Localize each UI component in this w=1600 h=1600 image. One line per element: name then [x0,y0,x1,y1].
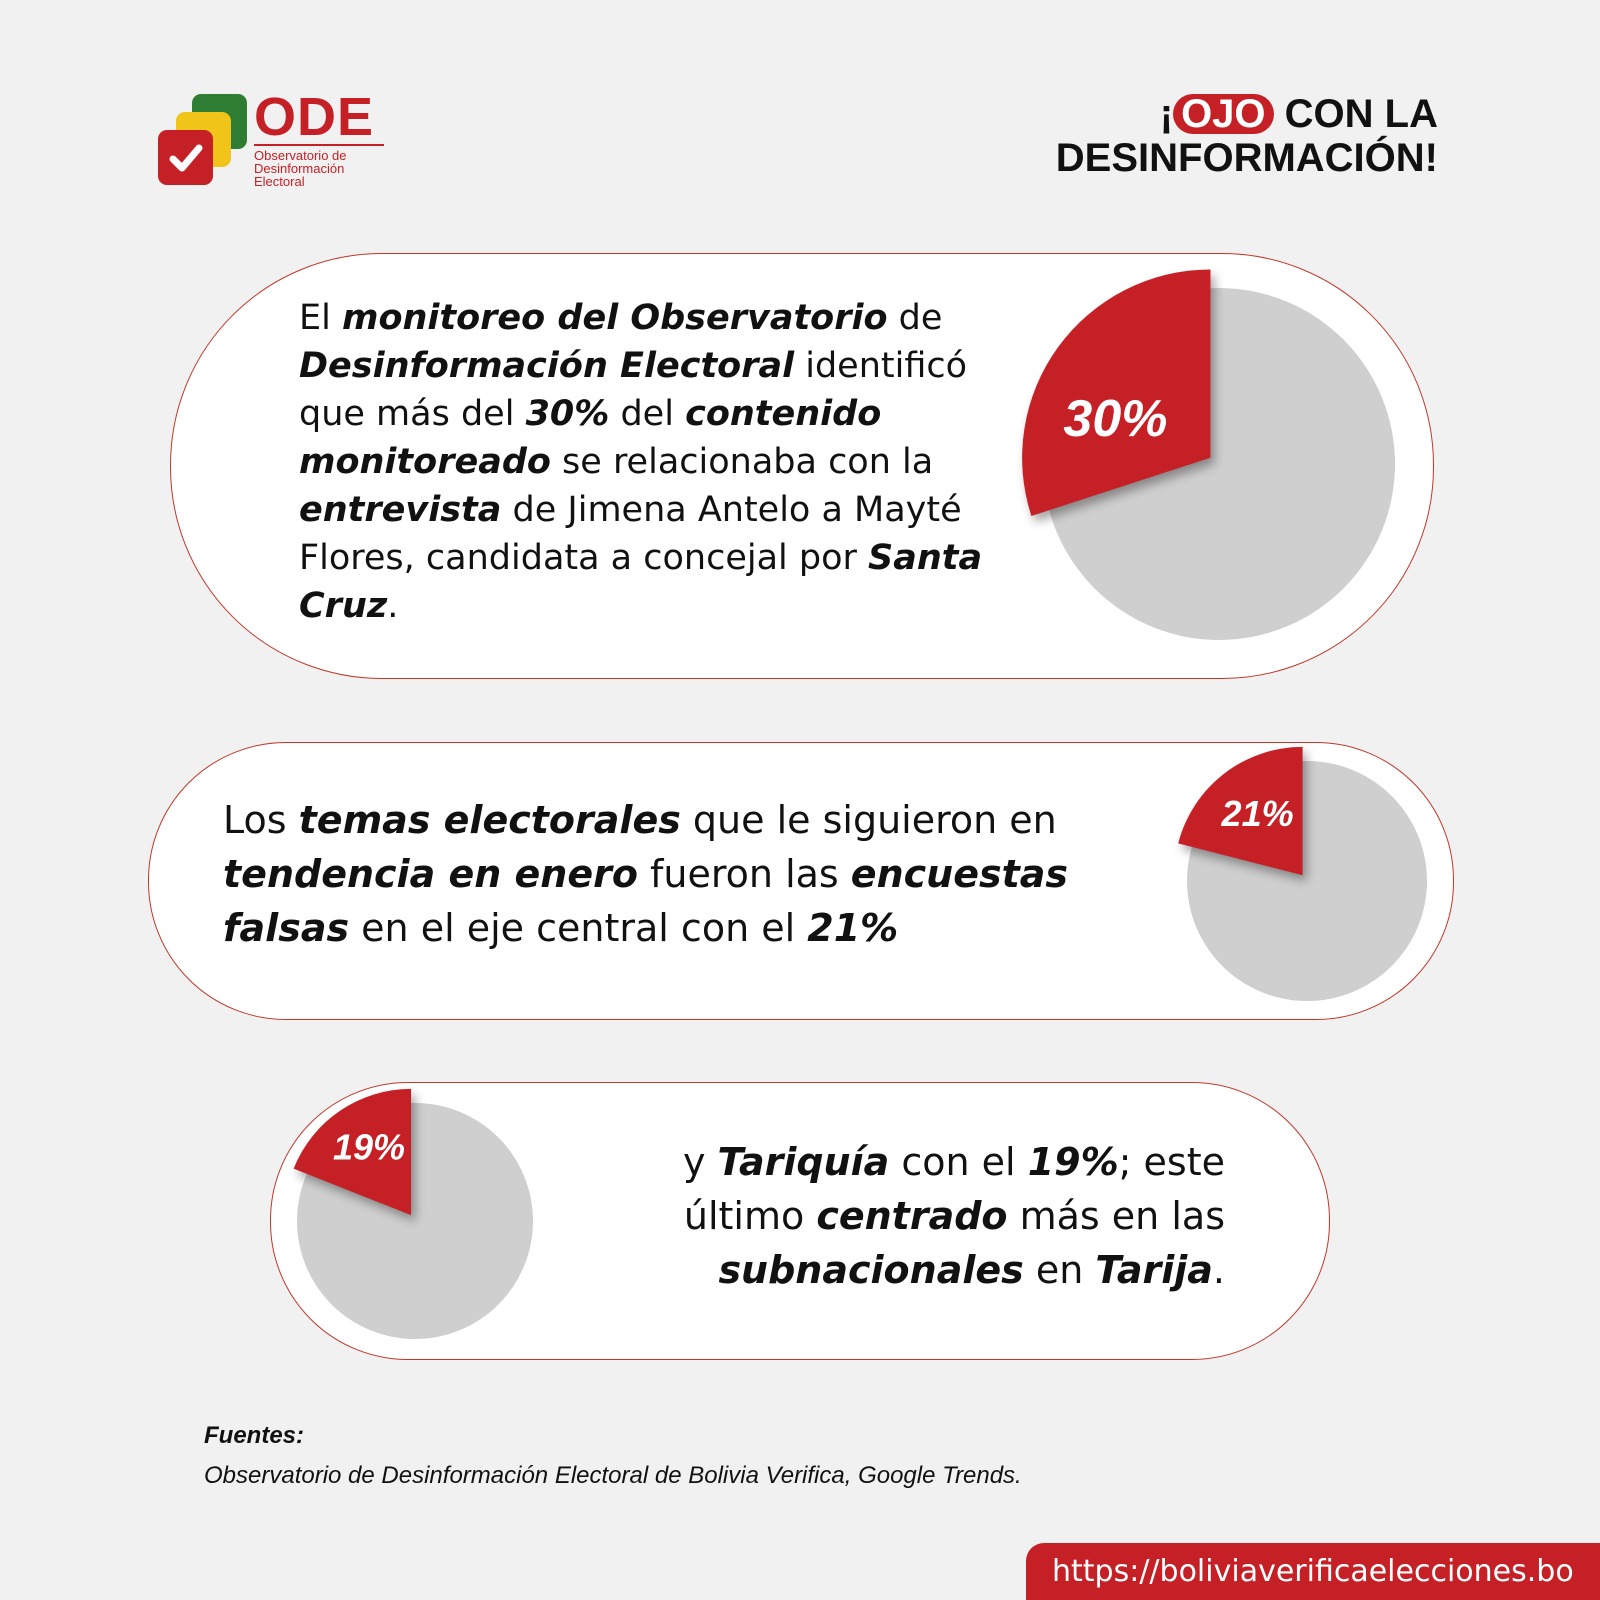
headline: ¡ OJO CON LA DESINFORMACIÓN! [1056,92,1438,180]
body-text: fueron las [637,852,851,896]
pie-slice-highlight [1022,269,1211,516]
emphasis-text: centrado [816,1194,1008,1238]
pie-chart-2: 21% [1178,746,1427,1001]
body-text: del [609,394,686,434]
body-text: de Jimena Antelo a Mayté Flores, candida… [299,490,962,578]
emphasis-text: temas electorales [298,798,681,842]
body-text: con el [889,1140,1028,1184]
emphasis-text: monitoreo del Observatorio [341,298,888,338]
pie-data-label: 19% [333,1127,405,1168]
logo-name: ODE [254,87,375,147]
emphasis-text: Santa Cruz [299,538,983,626]
card-2-text: Los temas electorales que le siguieron e… [223,793,1173,955]
headline-line1: ¡ OJO CON LA [1056,92,1438,136]
card-1-text: El monitoreo del Observatorio de Desinfo… [299,294,1019,630]
checkmark-icon [169,144,203,172]
body-text: se relacionaba con la [550,442,934,482]
stat-card-1: El monitoreo del Observatorio de Desinfo… [170,253,1434,679]
pie-chart-3: 19% [293,1088,533,1339]
logo-subtitle: Observatorio de Desinformación Electoral [254,144,384,188]
body-text: en [1023,1248,1096,1292]
emphasis-text: tendencia en enero [223,852,638,896]
emphasis-text: Tariquía [717,1140,890,1184]
logo-red-square [158,130,213,185]
headline-highlight: OJO [1173,94,1274,134]
emphasis-text: Tarija [1095,1248,1213,1292]
body-text: ; este último [683,1140,1225,1238]
headline-line2: DESINFORMACIÓN! [1055,136,1438,180]
stat-card-2: Los temas electorales que le siguieron e… [148,742,1454,1020]
body-text: . [1212,1248,1225,1292]
emphasis-text: 19% [1027,1140,1119,1184]
emphasis-text: entrevista [299,490,502,530]
headline-prefix: ¡ [1159,92,1174,136]
body-text: más en las [1007,1194,1225,1238]
ode-logo: ODE Observatorio de Desinformación Elect… [158,87,388,192]
body-text: . [387,586,399,626]
emphasis-text: 30% [525,394,610,434]
emphasis-text: encuestas falsas [223,852,1069,950]
pie-chart-1: 30% [1022,269,1395,640]
pie-data-label: 30% [1063,390,1167,448]
pie-slice-highlight [293,1088,412,1216]
pie-data-label: 21% [1221,793,1294,834]
stat-card-3: 19% y Tariquía con el 19%; este último c… [270,1082,1330,1360]
emphasis-text: Desinformación Electoral [299,346,795,386]
body-text: que le siguieron en [680,798,1057,842]
sources-text: Observatorio de Desinformación Electoral… [204,1462,1022,1489]
headline-line1-rest: CON LA [1284,92,1438,136]
body-text: identificó que más del [299,346,968,434]
emphasis-text: contenido monitoreado [299,394,882,482]
body-text: El [299,298,342,338]
body-text: y [682,1140,718,1184]
emphasis-text: subnacionales [718,1248,1024,1292]
website-link[interactable]: https://boliviaverificaelecciones.bo [1026,1543,1600,1600]
pie-slice-highlight [1178,746,1303,876]
emphasis-text: 21% [807,906,899,950]
sources-label: Fuentes: [204,1422,305,1449]
body-text: de [887,298,943,338]
body-text: Los [223,798,299,842]
card-3-text: y Tariquía con el 19%; este último centr… [585,1135,1225,1297]
body-text: en el eje central con el [349,906,808,950]
